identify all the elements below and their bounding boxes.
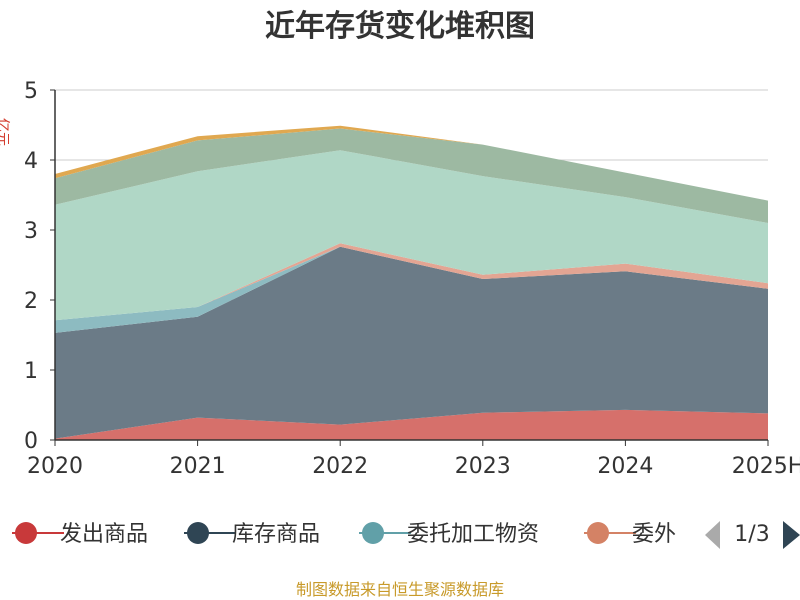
area-series-3 bbox=[55, 246, 768, 333]
y-tick-label: 2 bbox=[24, 289, 38, 314]
area-series-2 bbox=[55, 246, 768, 439]
x-tick-label: 2023 bbox=[455, 454, 511, 479]
legend-item[interactable]: 委托加工物资 bbox=[359, 522, 539, 547]
legend-item[interactable]: 发出商品 bbox=[12, 522, 148, 547]
legend-label: 委外 bbox=[632, 522, 676, 547]
y-tick-label: 3 bbox=[24, 219, 38, 244]
legend-page-indicator: 1/3 bbox=[734, 522, 769, 547]
source-note: 制图数据来自恒生聚源数据库 bbox=[296, 580, 504, 599]
area-series-5 bbox=[55, 150, 768, 321]
y-tick-label: 1 bbox=[24, 359, 38, 384]
area-series bbox=[55, 125, 768, 440]
legend-item[interactable]: 委外 bbox=[584, 522, 676, 547]
x-tick-label: 2025H bbox=[732, 454, 800, 479]
legend[interactable]: 发出商品 库存商品 委托加工物资 委外 1/3 bbox=[12, 521, 800, 549]
legend-marker bbox=[15, 522, 37, 544]
y-axis-label: 亿元 bbox=[0, 118, 10, 146]
x-tick-label: 2021 bbox=[170, 454, 226, 479]
x-tick-label: 2020 bbox=[27, 454, 83, 479]
y-tick-label: 0 bbox=[24, 429, 38, 454]
x-tick-label: 2024 bbox=[597, 454, 653, 479]
area-series-6 bbox=[55, 128, 768, 223]
legend-label: 委托加工物资 bbox=[407, 522, 539, 547]
legend-label: 发出商品 bbox=[60, 522, 148, 547]
legend-prev-icon[interactable] bbox=[705, 521, 720, 549]
legend-marker bbox=[362, 522, 384, 544]
legend-label: 库存商品 bbox=[232, 522, 320, 547]
legend-marker bbox=[587, 522, 609, 544]
x-tick-label: 2022 bbox=[312, 454, 368, 479]
chart-title: 近年存货变化堆积图 bbox=[265, 9, 535, 44]
legend-next-icon[interactable] bbox=[783, 521, 800, 549]
y-tick-label: 4 bbox=[24, 149, 38, 174]
legend-item[interactable]: 库存商品 bbox=[184, 522, 320, 547]
axes: 0 1 2 3 4 5 2020 2021 2022 2023 2024 2025H bbox=[24, 79, 800, 479]
area-series-1 bbox=[55, 409, 768, 440]
legend-marker bbox=[187, 522, 209, 544]
y-tick-label: 5 bbox=[24, 79, 38, 104]
